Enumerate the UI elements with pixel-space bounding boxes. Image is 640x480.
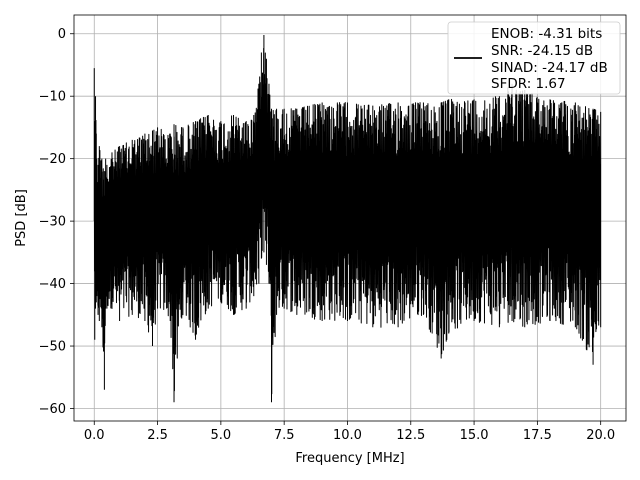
y-tick-label: 0 [58,27,66,42]
y-axis-ticks: 0 −10 −20 −30 −40 −50 −60 [39,27,74,417]
x-tick-label: 10.0 [333,428,362,443]
series-layer [93,34,602,403]
x-tick-label: 12.5 [396,428,425,443]
y-tick-label: −30 [39,215,66,230]
legend-sinad: SINAD: -24.17 dB [491,60,608,76]
x-tick-label: 7.5 [274,428,295,443]
legend-enob: ENOB: -4.31 bits [491,26,602,42]
x-tick-label: 0.0 [84,428,105,443]
legend-snr: SNR: -24.15 dB [491,43,593,59]
y-axis-label: PSD [dB] [14,189,29,247]
psd-series-line [93,34,602,403]
y-tick-label: −20 [39,152,66,167]
x-tick-label: 17.5 [523,428,552,443]
y-tick-label: −10 [39,90,66,105]
x-axis-ticks: 0.0 2.5 5.0 7.5 10.0 12.5 15.0 17.5 20.0 [84,421,615,443]
legend-sfdr: SFDR: 1.67 [491,76,566,92]
y-tick-label: −60 [39,402,66,417]
legend: ENOB: -4.31 bits SNR: -24.15 dB SINAD: -… [447,21,621,95]
x-tick-label: 5.0 [211,428,232,443]
x-tick-label: 20.0 [586,428,615,443]
plot-frame [73,14,627,422]
x-tick-label: 2.5 [147,428,168,443]
x-axis-label: Frequency [MHz] [295,451,404,466]
x-tick-label: 15.0 [460,428,489,443]
legend-box [447,21,621,95]
y-tick-label: −50 [39,340,66,355]
y-tick-label: −40 [39,277,66,292]
